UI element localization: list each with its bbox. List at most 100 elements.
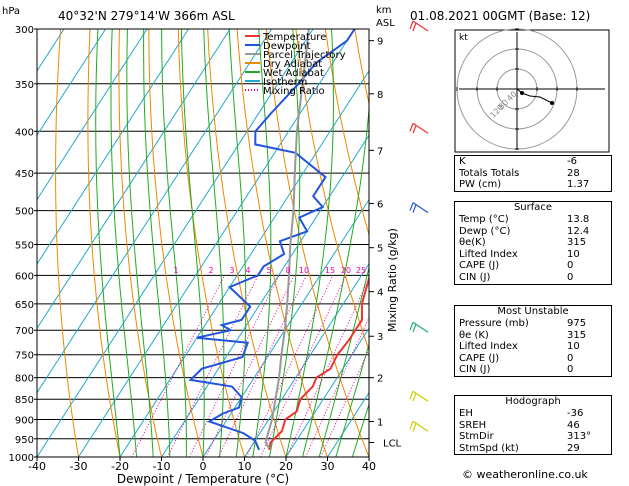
km-tick-label: 9 — [377, 37, 383, 48]
wet-adiabat-line — [318, 265, 369, 457]
pressure-tick-label: 450 — [15, 169, 34, 180]
mixing-ratio-label: 2 — [208, 266, 213, 275]
index-row: K -6 — [455, 156, 611, 168]
wet-adiabat-line — [95, 29, 121, 457]
isotherm-line — [202, 198, 369, 457]
mixing-ratio-label: 8 — [285, 266, 290, 275]
x-axis-title: Dewpoint / Temperature (°C) — [117, 472, 289, 486]
surface-label: Lifted Index — [459, 248, 518, 260]
hodograph-trace — [516, 88, 553, 104]
wet-adiabat-line — [126, 29, 154, 457]
wet-adiabat-line — [252, 29, 272, 457]
surface-row: Temp (°C) 13.8 — [455, 214, 611, 226]
index-label: Totals Totals — [459, 167, 520, 179]
mixing-ratio-line — [305, 316, 369, 457]
unstable-row: θe (K) 315 — [455, 330, 611, 342]
isotherm-line — [37, 29, 272, 394]
surface-row: θe(K) 315 — [455, 237, 611, 249]
km-tick-label: 4 — [377, 288, 383, 299]
unstable-value: 975 — [567, 318, 587, 329]
pressure-tick-label: 550 — [15, 240, 34, 251]
pressure-tick-label: 850 — [15, 395, 34, 406]
surface-value: 13.8 — [567, 214, 590, 225]
index-value: 28 — [567, 167, 580, 179]
index-value: -6 — [567, 156, 577, 167]
x-tick-label: 0 — [200, 460, 207, 473]
isotherm-line — [37, 29, 106, 137]
pressure-tick-label: 950 — [15, 435, 34, 446]
surface-value: 10 — [567, 248, 580, 260]
surface-row: Dewp (°C) 12.4 — [455, 226, 611, 238]
surface-label: CIN (J) — [459, 271, 491, 283]
surface-table: Surface Temp (°C) 13.8 Dewp (°C) 12.4 θe(K) 3… — [454, 201, 612, 285]
unstable-label: CIN (J) — [459, 364, 491, 376]
isotherm-line — [161, 134, 369, 457]
surface-label: CAPE (J) — [459, 260, 500, 272]
wet-adiabat-line — [180, 29, 205, 457]
km-tick-label: 7 — [377, 146, 383, 157]
series-temperature — [268, 274, 369, 450]
pressure-tick-label: 350 — [15, 80, 34, 91]
dry-adiabat-line — [266, 29, 369, 457]
wind-barbs — [409, 20, 429, 432]
mixing-ratio-line — [188, 275, 280, 457]
mixing-ratio-label: 5 — [266, 266, 271, 275]
dry-adiabat-line — [295, 29, 369, 352]
mixing-ratio-label: 4 — [245, 266, 250, 275]
surface-row: Lifted Index 10 — [455, 249, 611, 261]
index-row: Totals Totals 28 — [455, 168, 611, 180]
axis-labels: 3003504004505005506006507007508008509009… — [9, 25, 402, 473]
pressure-tick-label: 750 — [15, 351, 34, 362]
surface-row: CAPE (J) 0 — [455, 260, 611, 272]
series-lines — [188, 29, 369, 451]
pressure-tick-label: 300 — [15, 25, 34, 36]
index-label: PW (cm) — [459, 179, 502, 191]
km-tick-label: 3 — [377, 332, 383, 343]
legend-label: Mixing Ratio — [263, 86, 325, 97]
hodograph-label: StmDir — [459, 431, 494, 443]
hodograph-row: StmSpd (kt) 29 — [455, 443, 611, 455]
legend-label: Wet Adiabat — [263, 68, 324, 79]
x-tick-label: 40 — [362, 460, 376, 473]
legend-label: Dry Adiabat — [263, 59, 322, 70]
mixing-ratio-line — [246, 275, 334, 457]
unstable-title: Most Unstable — [497, 306, 569, 317]
pressure-tick-label: 1000 — [9, 453, 34, 464]
km-tick-label: 8 — [377, 90, 383, 101]
dry-adiabat-line — [148, 29, 204, 457]
pressure-tick-label: 700 — [15, 326, 34, 337]
surface-value: 0 — [567, 271, 574, 283]
wind-barb — [412, 122, 429, 134]
pressure-tick-label: 800 — [15, 374, 34, 385]
location-title: 40°32'N 279°14'W 366m ASL — [58, 9, 235, 23]
mixing-ratio-label: 1 — [173, 266, 178, 275]
mixing-ratio-axis-title: Mixing Ratio (g/kg) — [386, 228, 399, 332]
isotherm-line — [37, 29, 148, 201]
pressure-tick-label: 500 — [15, 207, 34, 218]
dry-adiabat-line — [118, 29, 162, 457]
legend-label: Parcel Trajectory — [263, 50, 346, 61]
index-label: K — [459, 156, 466, 167]
hodograph-value: 29 — [567, 442, 580, 454]
legend-label: Temperature — [262, 32, 326, 43]
wet-adiabat-line — [302, 103, 369, 457]
x-tick-label: 30 — [321, 460, 335, 473]
x-tick-label: -40 — [28, 460, 46, 473]
wet-adiabat-line — [228, 29, 247, 457]
dry-adiabat-line — [87, 29, 121, 457]
unstable-value: 0 — [567, 352, 574, 364]
pressure-tick-label: 400 — [15, 127, 34, 138]
unstable-table: Most Unstable Pressure (mb) 975 θe (K) 315 L… — [454, 305, 612, 377]
legend-label: Isotherm — [263, 77, 307, 88]
unstable-label: Pressure (mb) — [459, 318, 529, 329]
pressure-tick-label: 650 — [15, 300, 34, 311]
isotherm-line — [78, 29, 355, 457]
isotherm-line — [37, 29, 189, 265]
mixing-ratio-line — [205, 275, 295, 457]
wet-adiabat-line — [110, 29, 138, 457]
unstable-label: CAPE (J) — [459, 352, 500, 364]
unstable-label: θe (K) — [459, 329, 489, 341]
